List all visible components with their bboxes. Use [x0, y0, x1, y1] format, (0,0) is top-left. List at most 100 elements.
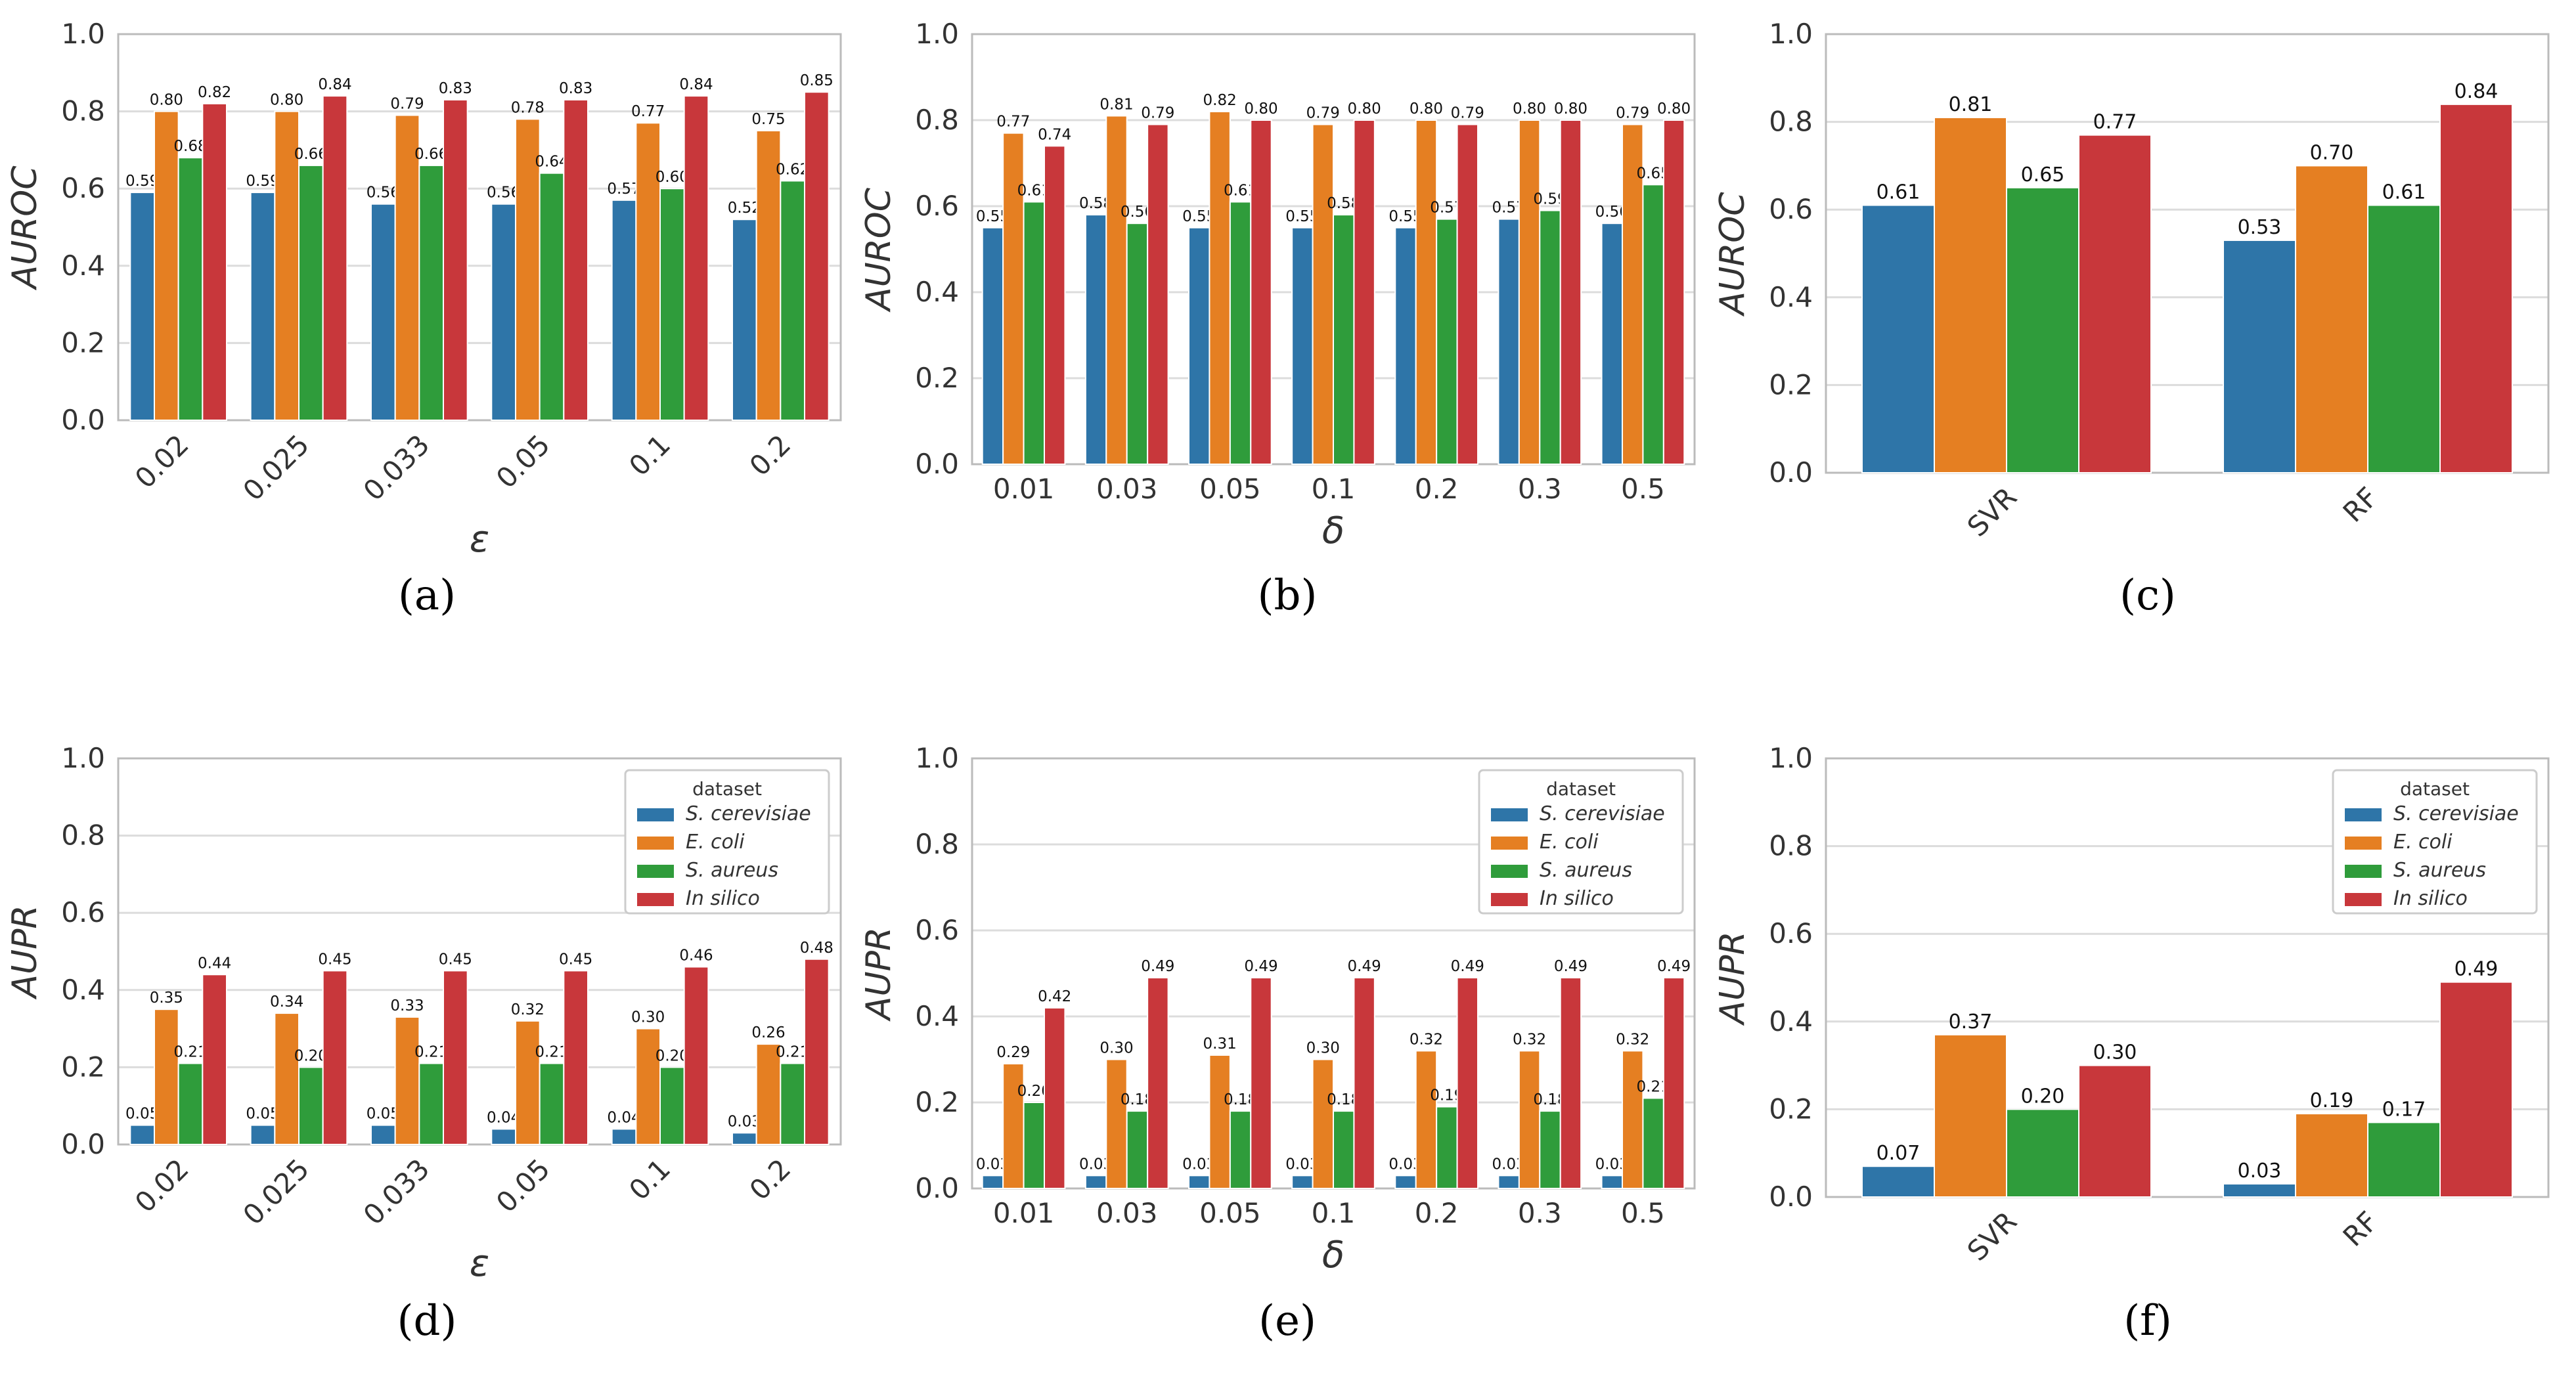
bar-saureus — [1539, 209, 1561, 465]
data-label: 0.84 — [2454, 80, 2498, 103]
bar-saureus — [298, 1066, 324, 1145]
y-tick-label: 0.2 — [915, 1086, 959, 1118]
legend-swatch — [637, 893, 674, 906]
bar-saureus — [1023, 201, 1045, 465]
bar-insilico — [1456, 123, 1478, 466]
data-label: 0.49 — [1141, 958, 1174, 975]
bar-scerevisiae — [611, 199, 637, 421]
data-label: 0.49 — [1554, 958, 1588, 975]
data-label: 0.74 — [1038, 126, 1071, 143]
bar-scerevisiae — [981, 1175, 1004, 1189]
y-axis-label: AUPR — [859, 927, 899, 1022]
data-label: 0.05 — [366, 1106, 400, 1123]
bar-ecoli — [2295, 165, 2368, 473]
data-label: 0.34 — [270, 993, 303, 1011]
bar-scerevisiae — [981, 227, 1004, 465]
bar-scerevisiae — [2223, 239, 2296, 473]
legend-title: dataset — [692, 778, 762, 800]
bar-insilico — [322, 95, 348, 422]
bar-saureus — [659, 188, 685, 421]
bar-scerevisiae — [129, 1124, 156, 1145]
data-label: 0.48 — [800, 940, 833, 957]
data-label: 0.80 — [1348, 100, 1381, 118]
bar-saureus — [2367, 1121, 2441, 1198]
bar-insilico — [1250, 120, 1272, 465]
y-tick-label: 1.0 — [915, 742, 959, 774]
data-label: 0.83 — [559, 80, 592, 97]
panel-caption-f: (f) — [2123, 1297, 2172, 1345]
data-label: 0.79 — [1451, 105, 1484, 122]
y-axis-label: AUPR — [1713, 931, 1752, 1026]
y-tick-label: 0.2 — [1769, 368, 1813, 401]
x-tick-label: 0.05 — [490, 1152, 556, 1219]
data-label: 0.07 — [1876, 1142, 1921, 1165]
x-tick-label: 0.033 — [357, 428, 436, 507]
x-tick-label: RF — [2337, 481, 2384, 528]
data-label: 0.84 — [318, 76, 351, 93]
legend-swatch — [1491, 865, 1528, 878]
legend-swatch — [637, 837, 674, 850]
legend-entry: E. coli — [686, 831, 745, 854]
y-tick-label: 0.0 — [61, 1128, 105, 1160]
chart-panel-a: 0.59 0.59 0.56 0.56 0.57 0.52 0.80 0.80 0.79 0.78… — [5, 18, 842, 561]
data-label: 0.65 — [2021, 163, 2065, 186]
data-label: 0.32 — [511, 1001, 544, 1018]
data-label: 0.75 — [751, 111, 785, 128]
data-label: 0.49 — [2454, 958, 2498, 981]
bar-saureus — [1333, 214, 1355, 465]
data-label: 0.77 — [996, 114, 1030, 131]
y-tick-label: 0.0 — [915, 1172, 959, 1204]
bar-saureus — [659, 1066, 685, 1145]
bar-insilico — [1250, 977, 1272, 1189]
bar-saureus — [298, 164, 324, 421]
data-label: 0.30 — [1099, 1040, 1133, 1057]
y-tick-label: 0.8 — [1769, 830, 1813, 862]
data-label: 0.83 — [439, 80, 472, 97]
data-label: 0.03 — [728, 1113, 761, 1130]
data-label: 0.21 — [535, 1044, 568, 1061]
x-tick-label: 0.5 — [1621, 1197, 1665, 1229]
bar-ecoli — [1105, 115, 1128, 465]
y-tick-label: 0.6 — [915, 190, 959, 222]
panel-caption-a: (a) — [397, 571, 456, 620]
x-tick-label: 0.03 — [1096, 1197, 1158, 1229]
bar-ecoli — [1105, 1058, 1128, 1189]
data-label: 0.79 — [1616, 105, 1649, 122]
data-label: 0.37 — [1949, 1011, 1993, 1033]
y-tick-label: 0.4 — [915, 276, 959, 308]
data-label: 0.32 — [1410, 1031, 1443, 1048]
legend-swatch — [2345, 808, 2382, 821]
x-tick-label: 0.033 — [357, 1152, 436, 1231]
bar-saureus — [418, 164, 445, 421]
data-label: 0.79 — [1306, 105, 1340, 122]
x-tick-label: 0.1 — [623, 1152, 677, 1206]
bar-scerevisiae — [1861, 204, 1935, 473]
data-label: 0.05 — [125, 1106, 159, 1123]
legend-entry: E. coli — [1540, 831, 1599, 854]
bar-saureus — [2367, 204, 2441, 473]
data-label: 0.80 — [1513, 100, 1546, 118]
data-label: 0.80 — [1410, 100, 1443, 118]
bar-insilico — [443, 970, 468, 1145]
data-label: 0.61 — [2382, 181, 2426, 204]
bar-scerevisiae — [370, 1124, 396, 1145]
data-label: 0.59 — [125, 173, 159, 190]
plot-frame — [1825, 33, 2550, 474]
x-tick-label: 0.1 — [1312, 473, 1356, 505]
data-label: 0.56 — [487, 185, 520, 202]
plot-frame — [117, 33, 842, 422]
x-tick-label: SVR — [1961, 481, 2023, 542]
data-label: 0.19 — [2310, 1089, 2354, 1112]
data-label: 0.49 — [1348, 958, 1381, 975]
y-tick-label: 0.0 — [61, 404, 105, 436]
x-tick-label: 0.05 — [1199, 473, 1261, 505]
data-label: 0.32 — [1513, 1031, 1546, 1048]
bar-ecoli — [1415, 1050, 1438, 1189]
data-label: 0.31 — [1203, 1035, 1237, 1053]
data-label: 0.29 — [996, 1044, 1030, 1061]
data-label: 0.45 — [318, 951, 351, 968]
legend-title: dataset — [1546, 778, 1616, 800]
bar-insilico — [1662, 977, 1685, 1189]
data-label: 0.35 — [150, 990, 183, 1007]
bar-ecoli — [394, 1016, 420, 1145]
